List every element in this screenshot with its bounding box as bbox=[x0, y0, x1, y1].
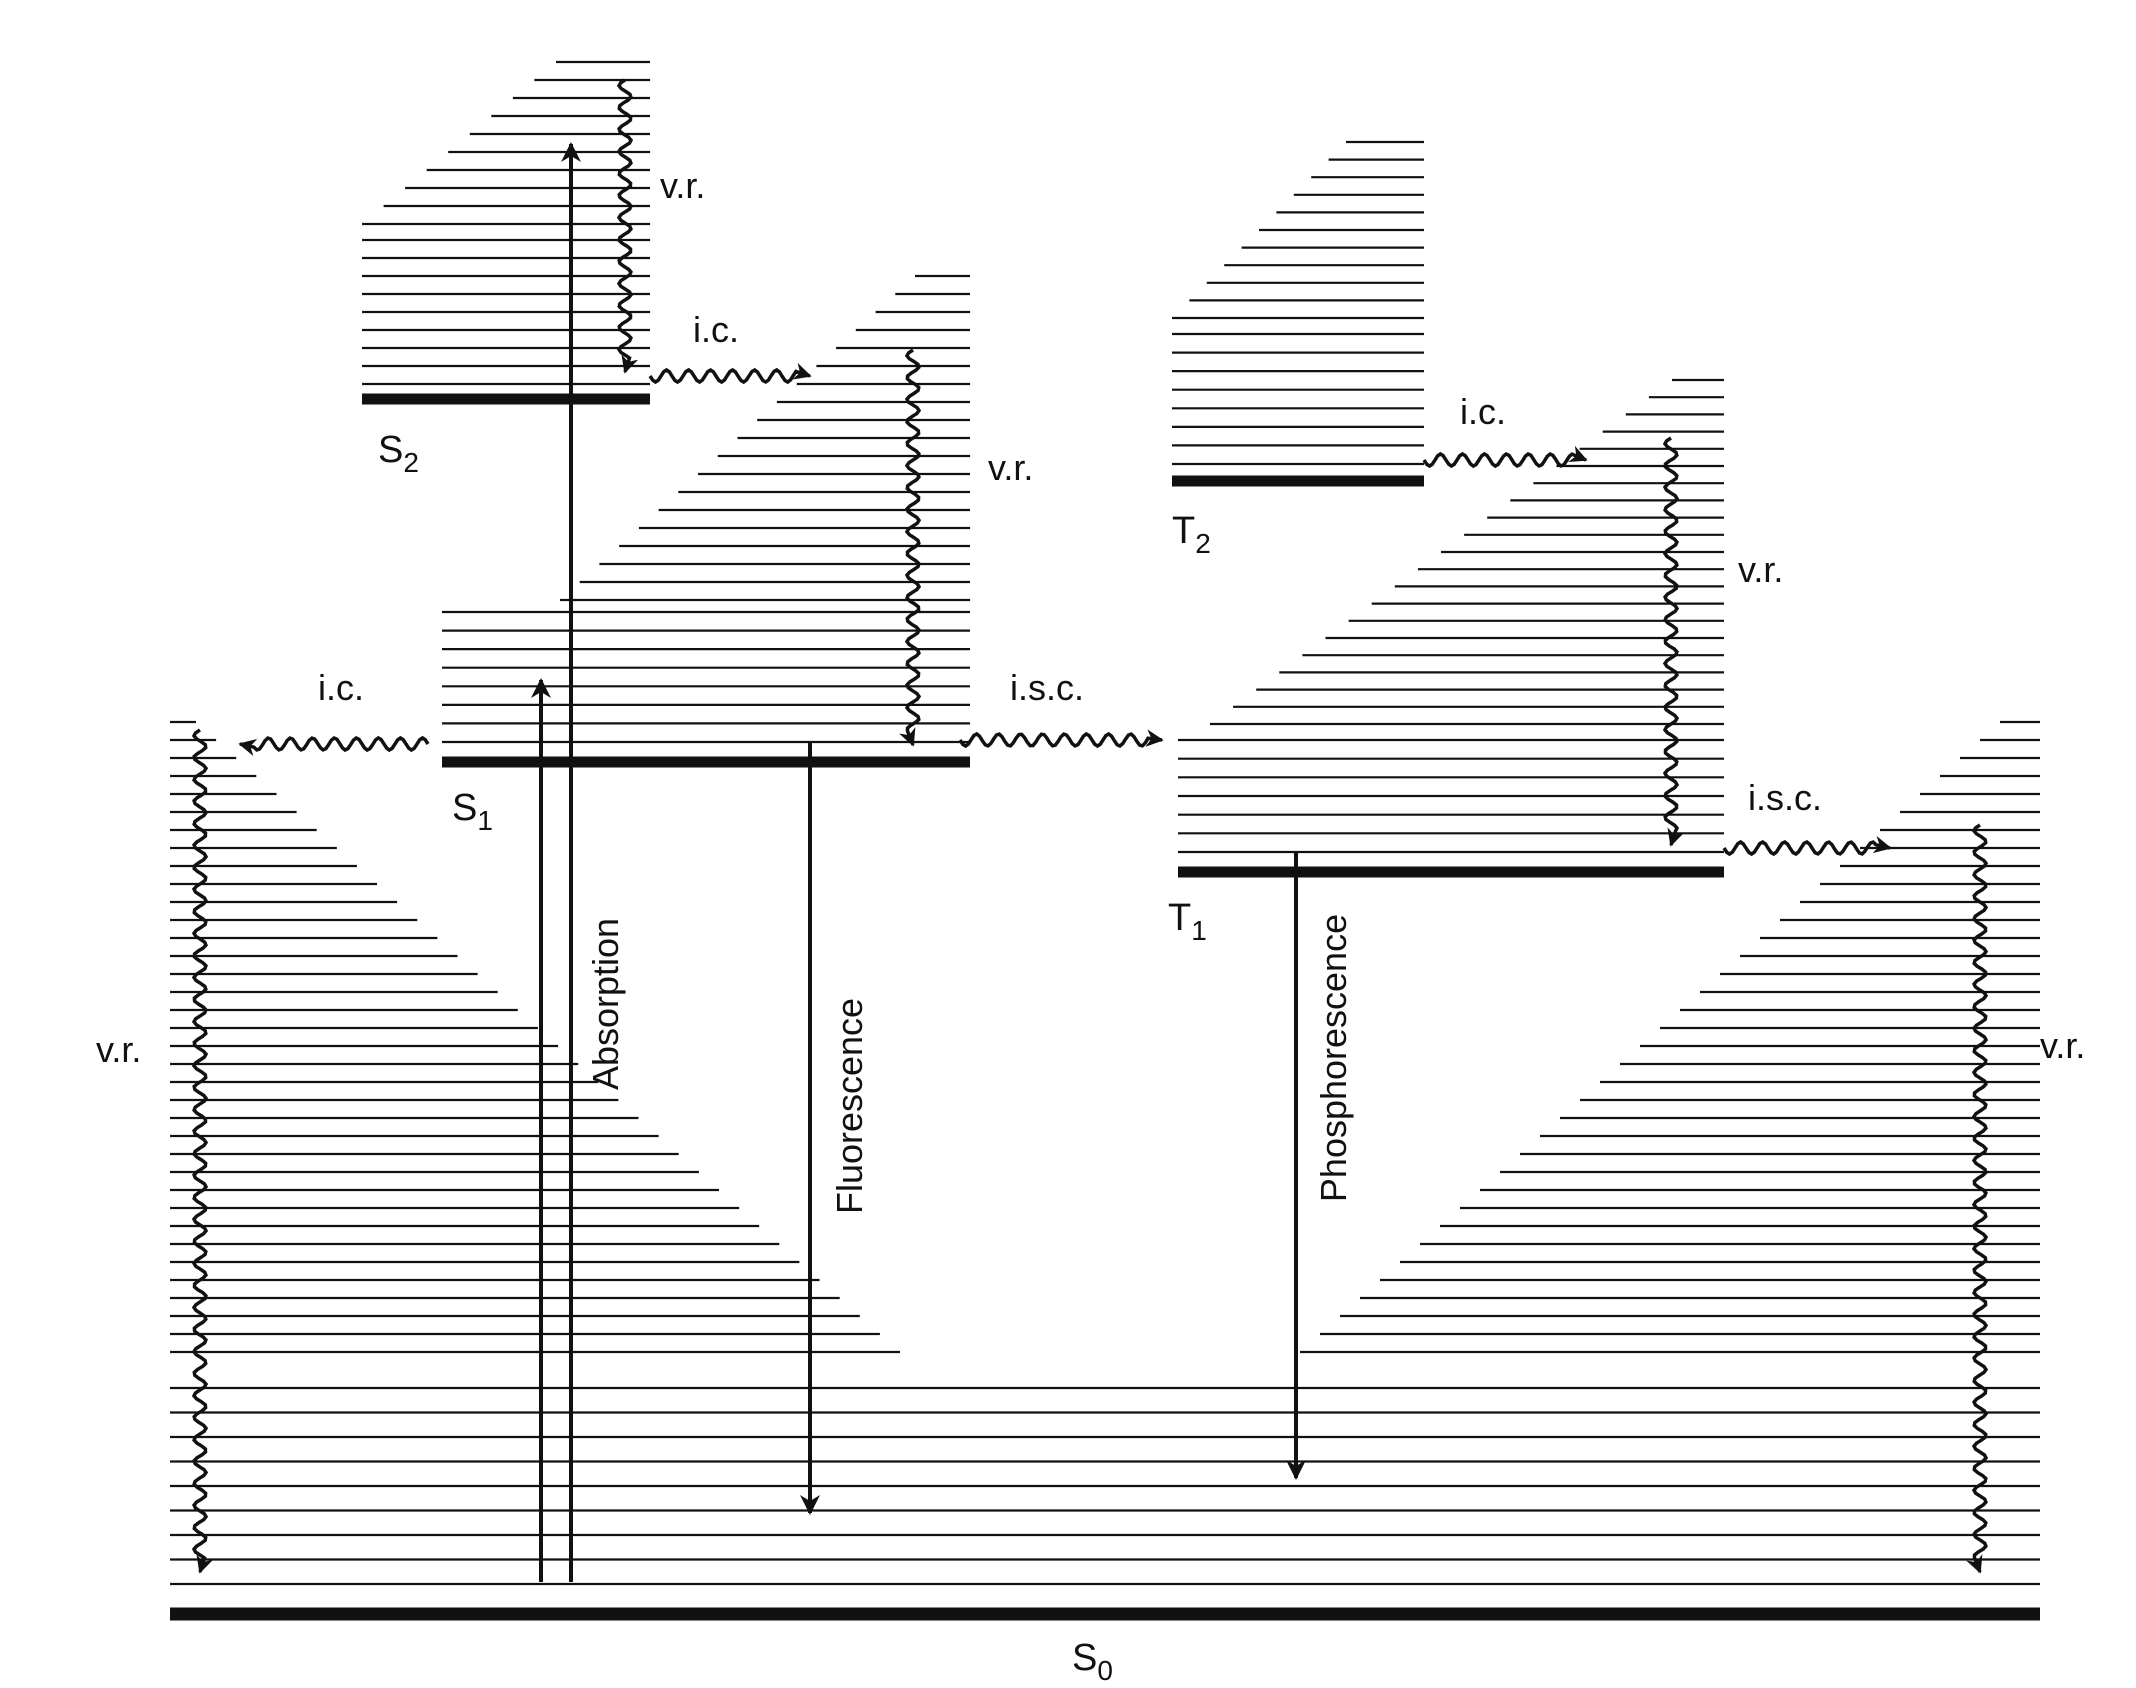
label-phosphorescence: Phosphorescence bbox=[1313, 914, 1354, 1202]
state-label-s1: S1 bbox=[452, 787, 493, 836]
isc-arrow-t1-s0 bbox=[1722, 835, 1892, 857]
label-isc-t1-s0: i.s.c. bbox=[1748, 777, 1822, 818]
label-isc-s1-t1: i.s.c. bbox=[1010, 667, 1084, 708]
state-label-s0: S0 bbox=[1072, 1637, 1113, 1686]
ic-arrow-t2-t1 bbox=[1422, 445, 1588, 469]
label-ic-s2-s1: i.c. bbox=[693, 309, 739, 350]
state-label-t2: T2 bbox=[1172, 510, 1211, 559]
vibrational-levels-s0-right bbox=[1300, 720, 2040, 1354]
label-vr-s1: v.r. bbox=[988, 447, 1033, 488]
state-label-s2: S2 bbox=[378, 429, 419, 478]
vr-arrow-s0-right bbox=[1966, 823, 1989, 1574]
ic-arrow-s1-s0 bbox=[238, 735, 430, 757]
vibrational-levels-s0-left bbox=[170, 720, 2040, 1586]
vibrational-levels-s2 bbox=[362, 60, 650, 386]
vibrational-levels-t1 bbox=[1178, 378, 1724, 854]
label-vr-s0-right: v.r. bbox=[2040, 1025, 2085, 1066]
vibrational-levels-t2 bbox=[1172, 140, 1424, 466]
label-ic-s1-s0: i.c. bbox=[318, 667, 364, 708]
label-absorption: Absorption bbox=[585, 918, 626, 1090]
label-vr-s2: v.r. bbox=[660, 165, 705, 206]
label-vr-t1: v.r. bbox=[1738, 549, 1783, 590]
vr-arrow-s1 bbox=[899, 348, 922, 747]
state-label-t1: T1 bbox=[1168, 897, 1207, 946]
label-fluorescence: Fluorescence bbox=[829, 998, 870, 1214]
isc-arrow-s1-t1 bbox=[958, 729, 1164, 749]
vr-arrow-s0-left bbox=[191, 728, 214, 1574]
vr-arrow-t1 bbox=[1662, 436, 1685, 847]
vibrational-levels-s1 bbox=[442, 274, 970, 744]
vr-arrow-s2 bbox=[616, 78, 639, 374]
label-ic-t2-t1: i.c. bbox=[1460, 391, 1506, 432]
label-vr-s0-left: v.r. bbox=[96, 1029, 141, 1070]
ic-arrow-s2-s1 bbox=[648, 362, 812, 385]
